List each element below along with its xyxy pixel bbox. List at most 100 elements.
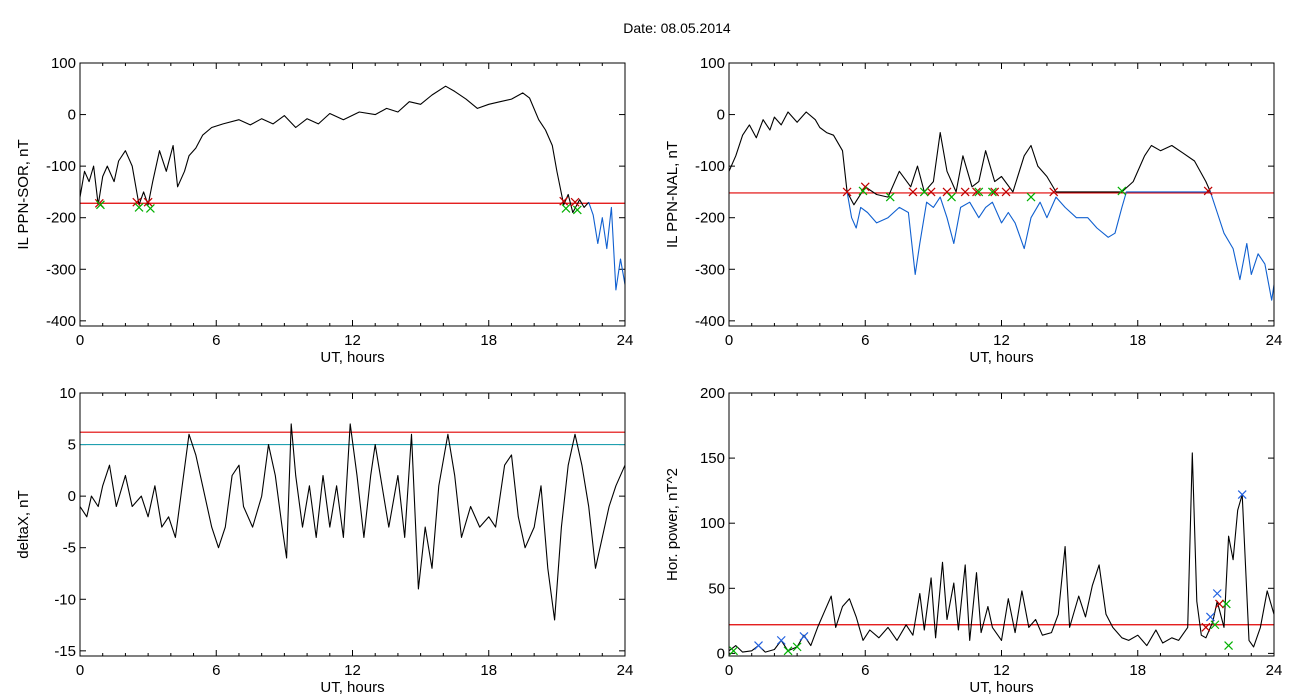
- plot-area: [80, 85, 625, 291]
- y-axis-label: IL PPN-NAL, nT: [664, 141, 681, 248]
- x-marker: [132, 197, 142, 207]
- x-marker: [1212, 589, 1222, 598]
- x-tick-label: 0: [76, 332, 84, 349]
- x-marker: [972, 187, 981, 197]
- x-marker: [974, 187, 984, 197]
- x-tick-label: 6: [212, 332, 220, 349]
- x-marker: [1049, 187, 1059, 197]
- x-tick-label: 6: [861, 662, 869, 679]
- x-marker: [1001, 187, 1011, 197]
- x-tick-label: 18: [480, 332, 497, 349]
- plot-frame: [79, 392, 626, 657]
- x-tick-label: 24: [617, 662, 634, 679]
- x-tick-label: 24: [1266, 332, 1283, 349]
- series-line: [729, 452, 1274, 653]
- x-tick-label: 18: [480, 662, 497, 679]
- x-tick-label: 6: [861, 332, 869, 349]
- x-marker: [960, 187, 970, 197]
- y-tick-label: 100: [51, 55, 76, 72]
- x-tick-label: 12: [344, 662, 361, 679]
- x-tick-label: 0: [76, 662, 84, 679]
- y-tick-label: -10: [54, 591, 76, 608]
- x-marker: [885, 192, 895, 202]
- x-marker: [570, 197, 580, 207]
- x-marker: [1117, 186, 1127, 196]
- x-marker: [776, 635, 786, 645]
- x-marker: [729, 646, 738, 656]
- x-axis-label: UT, hours: [320, 679, 384, 696]
- y-axis-label: Hor. power, nT^2: [664, 468, 681, 581]
- x-tick-label: 0: [725, 332, 733, 349]
- x-axis-label: UT, hours: [320, 349, 384, 366]
- x-marker: [860, 182, 870, 192]
- x-tick-label: 18: [1129, 662, 1146, 679]
- x-marker: [143, 197, 153, 207]
- y-tick-label: 200: [700, 385, 725, 402]
- y-tick-label: -300: [46, 261, 76, 278]
- y-tick-label: -400: [695, 313, 725, 330]
- x-marker: [908, 187, 918, 197]
- plot-frame: [79, 62, 626, 327]
- y-tick-label: -200: [46, 210, 76, 227]
- plot-frame: [728, 62, 1275, 327]
- x-marker: [799, 632, 809, 641]
- x-marker: [754, 641, 763, 651]
- series-line: [80, 85, 590, 214]
- y-tick-label: 50: [708, 580, 725, 597]
- y-tick-label: 0: [68, 488, 76, 505]
- y-axis-label: IL PPN-SOR, nT: [15, 139, 32, 249]
- x-marker: [96, 200, 105, 210]
- series-line: [80, 423, 625, 621]
- plot-frame: [728, 392, 1275, 657]
- series-line: [729, 111, 848, 192]
- y-tick-label: -100: [695, 158, 725, 175]
- x-marker: [1026, 192, 1036, 202]
- y-tick-label: 10: [59, 385, 76, 402]
- panel-hpower: 0 6 12 18 24 200 150 100 50 0 UT, hours Hor. power,…: [664, 385, 1282, 696]
- x-tick-label: 24: [1266, 662, 1283, 679]
- figure-title: Date: 08.05.2014: [623, 20, 731, 36]
- y-tick-label: 0: [68, 107, 76, 124]
- series-line: [846, 191, 1274, 301]
- x-axis-label: UT, hours: [969, 349, 1033, 366]
- y-tick-label: 0: [717, 645, 725, 662]
- panel-nal: 0 6 12 18 24 100 0 -100 -200 -300 -400 UT, hours IL …: [664, 55, 1282, 366]
- x-marker: [1205, 612, 1215, 622]
- x-marker: [1237, 490, 1247, 499]
- x-tick-label: 24: [617, 332, 634, 349]
- plot-area: [729, 111, 1274, 301]
- panel-deltax: 0 6 12 18 24 10 5 0 -5 -10 -15 UT, hours deltaX, nT: [15, 385, 633, 696]
- x-marker: [1224, 641, 1234, 651]
- x-marker: [559, 196, 569, 206]
- x-marker: [1201, 622, 1211, 632]
- x-tick-label: 12: [344, 332, 361, 349]
- y-tick-label: -400: [46, 313, 76, 330]
- x-marker: [842, 187, 852, 197]
- x-marker: [990, 187, 1000, 197]
- x-marker: [1203, 186, 1213, 196]
- plot-area: [729, 452, 1274, 656]
- y-tick-label: -200: [695, 210, 725, 227]
- x-marker: [783, 646, 793, 656]
- x-marker: [858, 186, 868, 196]
- y-tick-label: 100: [700, 515, 725, 532]
- x-marker: [926, 187, 936, 197]
- x-tick-label: 0: [725, 662, 733, 679]
- y-tick-label: -300: [695, 261, 725, 278]
- y-tick-label: -5: [63, 540, 76, 557]
- x-axis-label: UT, hours: [969, 679, 1033, 696]
- y-tick-label: 5: [68, 437, 76, 454]
- x-marker: [1215, 599, 1224, 609]
- x-marker: [145, 203, 155, 213]
- x-marker: [572, 205, 582, 215]
- panel-sor: 0 6 12 18 24 100 0 -100 -200 -300 -400 UT, hours IL …: [15, 55, 633, 366]
- y-tick-label: 150: [700, 450, 725, 467]
- x-tick-label: 12: [993, 662, 1010, 679]
- y-tick-label: -15: [54, 643, 76, 660]
- y-tick-label: 0: [717, 107, 725, 124]
- x-tick-label: 18: [1129, 332, 1146, 349]
- y-axis-label: deltaX, nT: [15, 490, 32, 558]
- x-marker: [1221, 599, 1231, 609]
- series-line: [588, 202, 625, 291]
